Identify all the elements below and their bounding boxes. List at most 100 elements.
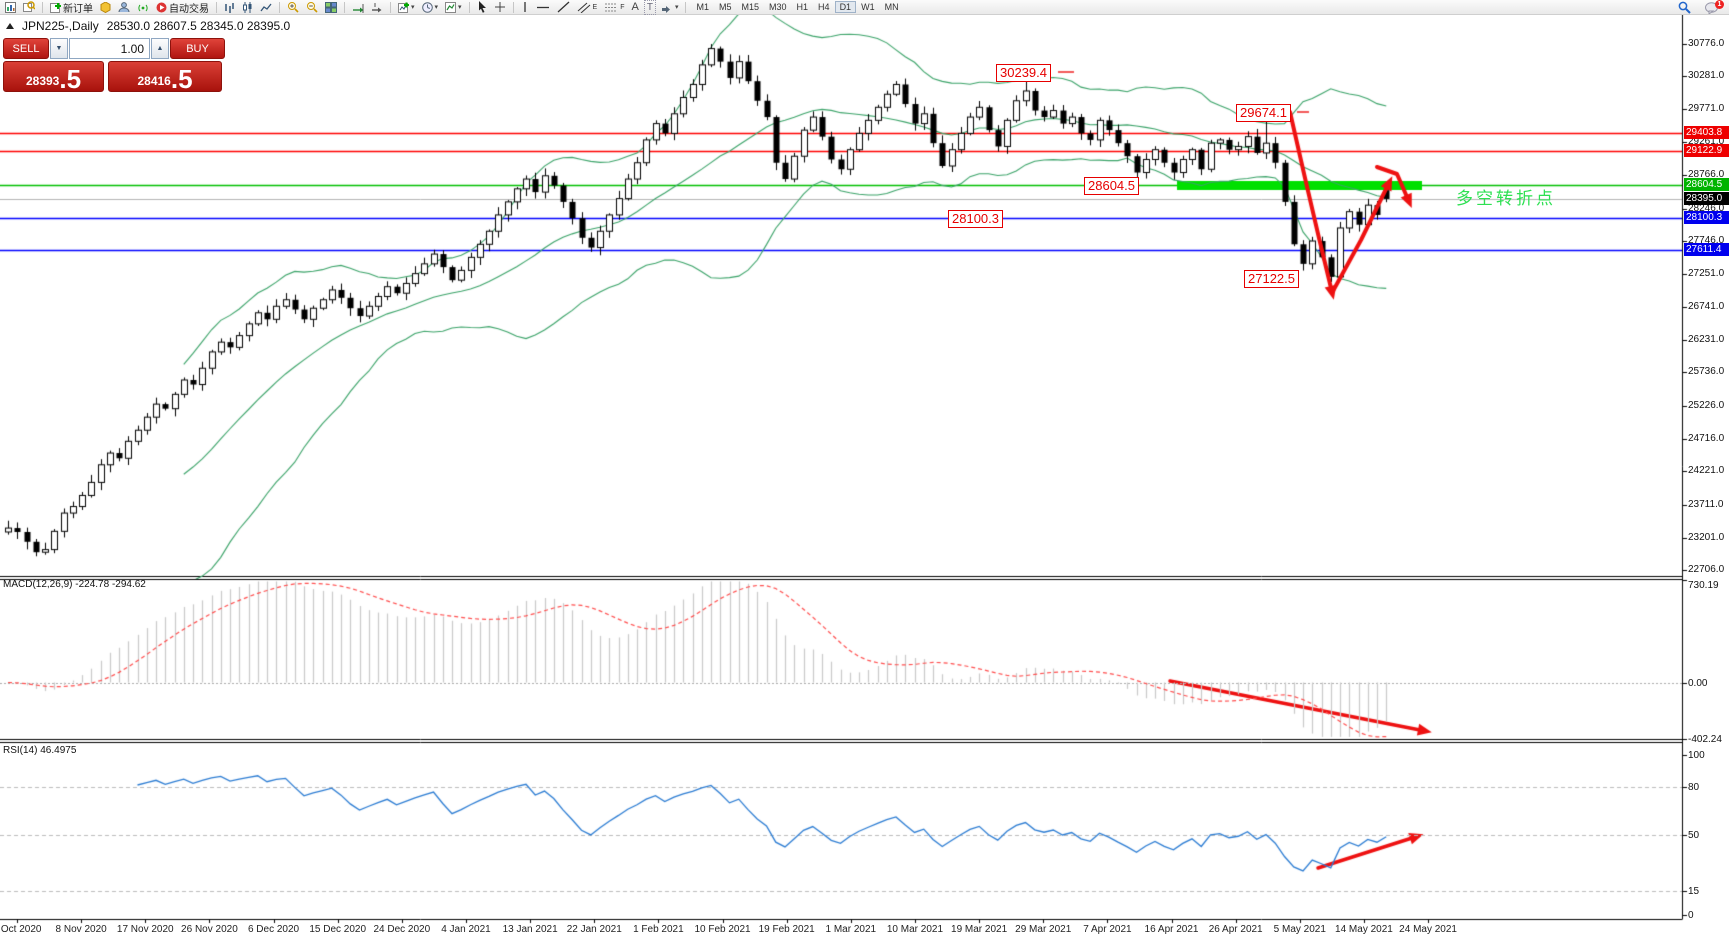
price-axis-label: 29771.0	[1688, 103, 1725, 115]
auto-scroll-icon[interactable]	[350, 1, 366, 14]
crosshair-button[interactable]	[492, 1, 508, 14]
chevron-down-icon: ▾	[674, 3, 679, 11]
price-axis-label: 22706.0	[1688, 564, 1725, 576]
date-axis-label: 7 Apr 2021	[1083, 924, 1132, 935]
indicators-button[interactable]: ▾	[396, 1, 417, 14]
trendline-button[interactable]	[555, 1, 572, 14]
price-axis-label: 24716.0	[1688, 432, 1725, 444]
community-icon[interactable]	[116, 1, 132, 14]
timeframe-h4[interactable]: H4	[818, 2, 830, 12]
search-icon[interactable]	[1678, 1, 1691, 14]
rsi-axis-label: 0	[1688, 910, 1694, 921]
new-order-label: 新订单	[63, 3, 93, 15]
main-toolbar: 新订单 自动交易 ▾ ▾ ▾ E F A T ▾	[0, 0, 1729, 15]
zoom-in-icon[interactable]	[285, 1, 301, 14]
price-axis-label: 30776.0	[1688, 37, 1725, 49]
cursor-button[interactable]	[475, 1, 489, 14]
chevron-down-icon: ▾	[434, 3, 439, 11]
symbol-period-label: JPN225-,Daily	[22, 19, 99, 33]
templates-button[interactable]: ▾	[443, 1, 464, 14]
rsi-axis-label: 15	[1688, 886, 1700, 897]
tile-windows-icon[interactable]	[323, 1, 339, 14]
shapes-button[interactable]: ▾	[659, 1, 681, 14]
market-watch-cube-icon[interactable]	[98, 1, 113, 14]
toolbar-separator	[344, 1, 345, 13]
toolbar-separator	[279, 1, 280, 13]
bar-chart-icon[interactable]	[222, 1, 237, 14]
periods-button[interactable]: ▾	[420, 1, 441, 14]
candlestick-chart-icon[interactable]	[240, 1, 255, 14]
zoom-out-icon[interactable]	[304, 1, 320, 14]
price-level-badge: 28395.0	[1684, 191, 1729, 205]
text-button[interactable]: A	[631, 1, 639, 13]
date-axis-label: 9 Oct 2020	[0, 924, 42, 935]
fibonacci-button[interactable]: F	[602, 1, 626, 14]
date-axis-label: 13 Jan 2021	[502, 924, 558, 935]
turning-point-annotation[interactable]: 多空转折点	[1456, 189, 1556, 208]
date-axis-label: 22 Jan 2021	[566, 924, 622, 935]
rsi-axis-label: 80	[1688, 782, 1700, 793]
profiles-icon[interactable]	[21, 1, 37, 14]
line-chart-icon[interactable]	[258, 1, 274, 14]
chart-shift-icon[interactable]	[369, 1, 385, 14]
price-axis-label: 26231.0	[1688, 334, 1725, 346]
date-axis-label: 16 Apr 2021	[1144, 924, 1199, 935]
volume-input[interactable]: 1.00	[69, 38, 150, 59]
buy-button[interactable]: BUY	[170, 38, 225, 59]
timeframe-d1[interactable]: D1	[834, 1, 857, 13]
new-chart-icon[interactable]	[3, 1, 18, 14]
date-axis-label: 17 Nov 2020	[116, 924, 174, 935]
annotation-price-box[interactable]: 29674.1	[1236, 104, 1291, 122]
macd-label: MACD(12,26,9) -224.78 -294.62	[3, 579, 146, 590]
date-axis-label: 8 Nov 2020	[55, 924, 107, 935]
annotation-price-box[interactable]: 28604.5	[1084, 177, 1139, 195]
price-axis-label: 23711.0	[1688, 498, 1724, 510]
date-axis-label: 24 Dec 2020	[373, 924, 431, 935]
horizontal-line-button[interactable]	[534, 1, 552, 14]
timeframe-w1[interactable]: W1	[861, 2, 875, 12]
annotation-price-box[interactable]: 27122.5	[1244, 270, 1299, 288]
timeframe-m1[interactable]: M1	[696, 2, 709, 12]
toolbar-separator	[512, 1, 514, 13]
price-axis-label: 23201.0	[1688, 531, 1725, 543]
ohlc-values: 28530.0 28607.5 28345.0 28395.0	[106, 19, 291, 33]
timeframe-h1[interactable]: H1	[796, 2, 809, 12]
equidistant-channel-button[interactable]: E	[575, 1, 600, 14]
chart-title: JPN225-,Daily 28530.0 28607.5 28345.0 28…	[6, 19, 290, 33]
toolbar-separator	[685, 1, 687, 13]
price-level-badge: 28604.5	[1684, 178, 1729, 192]
annotation-price-box[interactable]: 28100.3	[948, 210, 1003, 228]
timeframe-mn[interactable]: MN	[884, 2, 899, 12]
timeframe-toolbar: M1 M5 M15 M30 H1 H4 D1 W1 MN	[691, 1, 903, 13]
price-axis-label: 26741.0	[1688, 300, 1725, 312]
price-axis-label: 28246.0	[1688, 202, 1725, 214]
volume-decrease-button[interactable]: ▼	[50, 38, 68, 59]
sell-button[interactable]: SELL	[3, 38, 49, 59]
vertical-line-button[interactable]	[519, 1, 531, 14]
annotation-price-box[interactable]: 30239.4	[996, 64, 1051, 82]
volume-increase-button[interactable]: ▲	[151, 38, 169, 59]
notifications-icon[interactable]: 1	[1705, 0, 1724, 14]
text-label-button[interactable]: T	[643, 0, 656, 15]
fibo-letter: F	[620, 3, 625, 11]
date-axis-label: 19 Mar 2021	[951, 924, 1008, 935]
bid-price[interactable]: 28393 .5	[3, 61, 104, 92]
date-axis-label: 1 Mar 2021	[825, 924, 877, 935]
one-click-trading-panel: SELL ▼ 1.00 ▲ BUY 28393 .5 28416 .5	[3, 38, 225, 92]
ask-price[interactable]: 28416 .5	[108, 61, 222, 92]
date-axis-label: 10 Feb 2021	[694, 924, 751, 935]
toolbar-separator	[42, 1, 43, 13]
timeframe-m30[interactable]: M30	[769, 2, 787, 12]
auto-trading-button[interactable]: 自动交易	[154, 1, 211, 15]
date-axis-label: 19 Feb 2021	[758, 924, 815, 935]
new-order-button[interactable]: 新订单	[48, 1, 95, 15]
date-axis-label: 24 May 2021	[1399, 924, 1457, 935]
timeframe-m15[interactable]: M15	[741, 2, 760, 12]
timeframe-m5[interactable]: M5	[718, 2, 732, 12]
signal-icon[interactable]	[135, 1, 151, 14]
date-axis-label: 4 Jan 2021	[441, 924, 491, 935]
ask-big-digit: .5	[170, 64, 193, 94]
price-level-badge: 27611.4	[1684, 243, 1729, 257]
